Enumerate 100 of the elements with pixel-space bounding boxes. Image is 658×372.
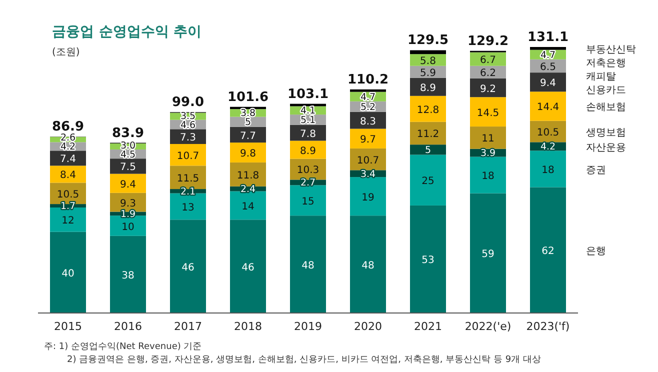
bar <box>110 236 146 313</box>
x-tick-label: 2023('f) <box>526 320 570 333</box>
data-label: 4.2 <box>60 142 76 153</box>
data-label: 8.9 <box>300 146 316 157</box>
bar <box>410 50 446 54</box>
data-label: 5.9 <box>420 68 436 79</box>
data-label: 15 <box>302 196 314 208</box>
bar <box>170 166 206 190</box>
data-label: 9.4 <box>120 179 136 190</box>
series-label: 자산운용 <box>586 142 626 154</box>
series-label: 증권 <box>586 164 606 176</box>
data-label: 3.4 <box>360 168 376 180</box>
data-label: 10.7 <box>176 150 200 162</box>
data-label: 13 <box>182 202 194 214</box>
data-label: 62 <box>542 246 554 258</box>
bar <box>230 191 266 220</box>
total-label: 129.5 <box>407 33 449 48</box>
series-label: 저축은행 <box>586 58 626 69</box>
total-label: 129.2 <box>467 34 509 49</box>
bar <box>170 193 206 220</box>
text: 부동산신탁 <box>586 44 636 56</box>
data-label: 11.8 <box>236 170 260 182</box>
bar <box>350 177 386 216</box>
data-label: 3.0 <box>120 140 136 152</box>
data-label: 11.2 <box>416 129 440 140</box>
data-label: 5.1 <box>300 115 316 126</box>
series-label: 은행 <box>586 246 606 258</box>
bar <box>50 166 86 183</box>
bar <box>50 150 86 166</box>
bar <box>530 72 566 92</box>
bar <box>170 144 206 166</box>
data-label: 14.5 <box>476 108 500 119</box>
data-label: 6.5 <box>540 62 556 73</box>
data-label: 5 <box>244 117 252 128</box>
bar <box>470 78 506 98</box>
bar <box>170 220 206 313</box>
bar <box>50 232 86 313</box>
data-label: 10.5 <box>536 128 560 139</box>
data-label: 2.7 <box>300 178 316 189</box>
total-label: 110.2 <box>347 72 389 88</box>
bar <box>350 148 386 170</box>
data-label: 7.8 <box>300 128 316 140</box>
data-label: 10 <box>122 222 134 233</box>
total-label: 103.1 <box>287 86 329 102</box>
data-label: 7.3 <box>180 132 196 144</box>
data-label: 3.8 <box>240 108 256 120</box>
data-label: 19 <box>362 192 374 204</box>
bar <box>230 126 266 143</box>
data-label: 48 <box>362 260 374 272</box>
bar <box>470 126 506 149</box>
bar <box>530 150 566 188</box>
total-label: 86.9 <box>52 120 84 135</box>
data-label: 4.7 <box>540 50 556 61</box>
data-label: 4.7 <box>360 92 376 103</box>
data-label: 2.4 <box>240 184 256 196</box>
bar <box>290 185 326 216</box>
chart-subtitle: (조원) <box>52 47 80 58</box>
data-label: 1.9 <box>120 208 136 220</box>
data-label: 14.4 <box>536 102 560 114</box>
x-tick-label: 2020 <box>354 320 382 333</box>
x-tick-label: 2017 <box>174 320 202 333</box>
data-label: 53 <box>422 255 434 266</box>
series-label: 손해보험 <box>586 102 626 114</box>
bar <box>50 207 86 232</box>
data-label: 18 <box>482 171 494 182</box>
total-label: 131.1 <box>527 30 569 45</box>
bar <box>170 129 206 144</box>
data-label: 10.5 <box>56 189 80 200</box>
total-label: 83.9 <box>112 126 144 141</box>
bar <box>410 96 446 122</box>
bar <box>470 52 506 66</box>
bar <box>410 78 446 96</box>
x-tick-label: 2019 <box>294 320 322 333</box>
data-label: 11.5 <box>176 173 200 184</box>
bar <box>350 128 386 148</box>
data-label: 9.2 <box>480 84 496 95</box>
data-label: 5.8 <box>420 56 436 67</box>
data-label: 7.5 <box>120 162 136 174</box>
data-label: 40 <box>62 268 74 280</box>
text: 2) 금융권역은 은행, 증권, 자산운용, 생명보험, 손해보험, 신용카드, 비카드 여전업, 저축은행, 부동산신탁 등 9개 대상 <box>67 355 541 365</box>
series-label: 생명보험 <box>586 128 626 139</box>
data-label: 25 <box>422 176 434 188</box>
bar <box>530 47 566 50</box>
x-tick-label: 2022('e) <box>464 320 512 333</box>
data-label: 6.2 <box>480 68 496 80</box>
bar <box>530 187 566 313</box>
data-label: 1.7 <box>60 201 76 212</box>
bar <box>230 142 266 162</box>
text: 주: 1) 순영업수익(Net Revenue) 기준 <box>44 342 202 352</box>
data-label: 4.1 <box>300 106 316 117</box>
bar <box>410 122 446 145</box>
data-label: 9.8 <box>240 148 256 160</box>
chart-title: 금융업 순영업수익 추이 <box>52 24 202 40</box>
data-label: 59 <box>482 249 494 260</box>
data-label: 3.9 <box>480 148 496 160</box>
data-label: 3.5 <box>180 110 196 122</box>
bar <box>470 193 506 313</box>
data-label: 10.7 <box>356 155 380 166</box>
data-label: 7.4 <box>60 154 76 166</box>
bar <box>110 158 146 174</box>
